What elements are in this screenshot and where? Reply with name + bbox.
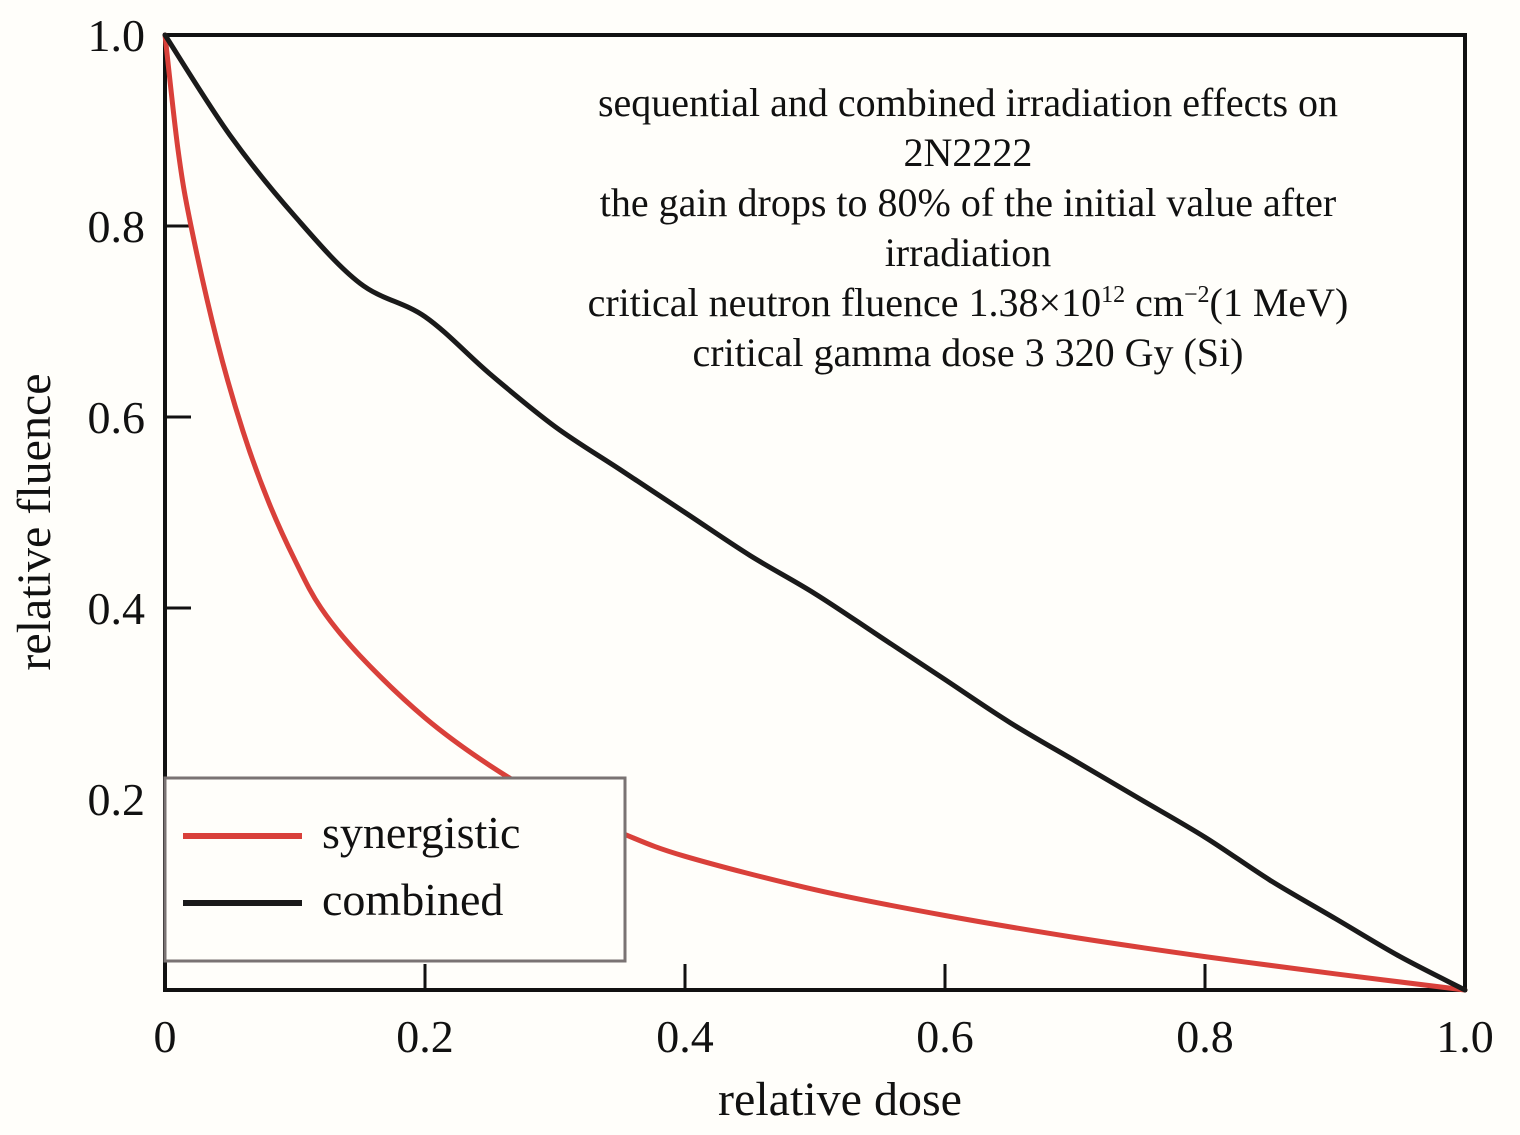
annotation-segment: critical neutron fluence 1.38×10 <box>588 280 1101 325</box>
annotation-line: critical neutron fluence 1.38×1012 cm−2(… <box>588 280 1349 325</box>
tick-labels: 0 0.2 0.4 0.6 0.8 1.0 0.2 0.4 0.6 0.8 1.0 <box>88 10 1494 1062</box>
legend-box <box>163 776 627 963</box>
legend-label-synergistic: synergistic <box>322 807 520 858</box>
y-axis-title: relative fluence <box>8 373 61 670</box>
legend-label-combined: combined <box>322 874 503 925</box>
y-tick-label: 1.0 <box>88 10 146 61</box>
annotation-line: the gain drops to 80% of the initial val… <box>600 180 1336 225</box>
series-line-synergistic <box>162 32 1468 993</box>
annotation-line: irradiation <box>885 230 1052 275</box>
x-tick-label: 0.4 <box>656 1011 714 1062</box>
annotation-line: critical gamma dose 3 320 Gy (Si) <box>693 330 1244 375</box>
series-line-combined <box>162 32 1468 993</box>
annotation-segment: cm <box>1125 280 1184 325</box>
annotation-segment: 12 <box>1101 282 1125 308</box>
x-tick-label: 0.2 <box>396 1011 454 1062</box>
y-tick-label: 0.8 <box>88 201 146 252</box>
annotation-segment: −2 <box>1184 282 1210 308</box>
annotation-line: sequential and combined irradiation effe… <box>598 80 1338 125</box>
legend: synergistic combined <box>163 776 627 963</box>
y-tick-label: 0.4 <box>88 583 146 634</box>
x-tick-label: 0.8 <box>1176 1011 1234 1062</box>
y-tick-label: 0.6 <box>88 392 146 443</box>
annotation-segment: (1 MeV) <box>1210 280 1349 325</box>
x-axis-title: relative dose <box>718 1073 962 1126</box>
series-lines <box>162 32 1468 993</box>
annotation-line: 2N2222 <box>904 130 1033 175</box>
x-tick-label: 1.0 <box>1436 1011 1494 1062</box>
annotation: sequential and combined irradiation effe… <box>588 80 1349 375</box>
y-tick-label: 0.2 <box>88 774 146 825</box>
x-tick-label: 0 <box>154 1011 177 1062</box>
x-tick-label: 0.6 <box>916 1011 974 1062</box>
